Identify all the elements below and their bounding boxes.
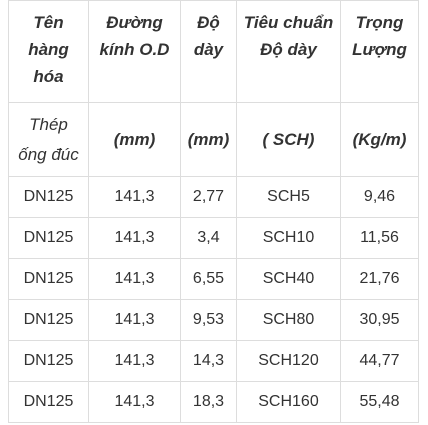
data-cell: 44,77 bbox=[340, 340, 419, 382]
data-cell: 3,4 bbox=[180, 217, 237, 259]
head-cell: Tên hàng hóa bbox=[8, 0, 89, 103]
data-cell: DN125 bbox=[8, 340, 89, 382]
data-cell: 141,3 bbox=[88, 299, 181, 341]
data-cell: 9,46 bbox=[340, 176, 419, 218]
data-cell: SCH10 bbox=[236, 217, 341, 259]
data-cell: 141,3 bbox=[88, 217, 181, 259]
units-cell: ( SCH) bbox=[236, 102, 341, 177]
data-row: DN125 141,3 6,55 SCH40 21,76 bbox=[8, 258, 419, 300]
head-row: Tên hàng hóa Đường kính O.D Độ dày Tiêu chu… bbox=[8, 0, 419, 103]
data-row: DN125 141,3 2,77 SCH5 9,46 bbox=[8, 176, 419, 218]
data-cell: SCH80 bbox=[236, 299, 341, 341]
data-cell: DN125 bbox=[8, 176, 89, 218]
data-cell: 30,95 bbox=[340, 299, 419, 341]
data-cell: 18,3 bbox=[180, 381, 237, 423]
data-cell: DN125 bbox=[8, 381, 89, 423]
data-cell: SCH120 bbox=[236, 340, 341, 382]
data-cell: 141,3 bbox=[88, 381, 181, 423]
data-cell: 21,76 bbox=[340, 258, 419, 300]
units-cell: (mm) bbox=[180, 102, 237, 177]
data-cell: 14,3 bbox=[180, 340, 237, 382]
data-cell: 11,56 bbox=[340, 217, 419, 259]
data-row: DN125 141,3 14,3 SCH120 44,77 bbox=[8, 340, 419, 382]
data-row: DN125 141,3 3,4 SCH10 11,56 bbox=[8, 217, 419, 259]
units-row: Thép ống đúc (mm) (mm)( SCH) (Kg/m) bbox=[8, 102, 419, 177]
data-cell: 2,77 bbox=[180, 176, 237, 218]
data-cell: SCH40 bbox=[236, 258, 341, 300]
head-cell: Độ dày bbox=[180, 0, 237, 103]
spec-table: Tên hàng hóa Đường kính O.D Độ dày Tiêu chu… bbox=[8, 0, 419, 423]
data-cell: DN125 bbox=[8, 299, 89, 341]
data-cell: 6,55 bbox=[180, 258, 237, 300]
units-cell: (Kg/m) bbox=[340, 102, 419, 177]
data-cell: DN125 bbox=[8, 258, 89, 300]
data-cell: SCH160 bbox=[236, 381, 341, 423]
data-row: DN125 141,3 9,53 SCH80 30,95 bbox=[8, 299, 419, 341]
data-cell: DN125 bbox=[8, 217, 89, 259]
data-cell: 141,3 bbox=[88, 258, 181, 300]
units-cell: Thép ống đúc bbox=[8, 102, 89, 177]
data-cell: 141,3 bbox=[88, 176, 181, 218]
data-cell: 141,3 bbox=[88, 340, 181, 382]
table-body: Tên hàng hóa Đường kính O.D Độ dày Tiêu chu… bbox=[8, 0, 419, 423]
data-cell: 55,48 bbox=[340, 381, 419, 423]
head-cell: Tiêu chuẩn Độ dày bbox=[236, 0, 341, 103]
data-row: DN125 141,3 18,3 SCH160 55,48 bbox=[8, 381, 419, 423]
head-cell: Đường kính O.D bbox=[88, 0, 181, 103]
data-cell: 9,53 bbox=[180, 299, 237, 341]
data-cell: SCH5 bbox=[236, 176, 341, 218]
units-cell: (mm) bbox=[88, 102, 181, 177]
head-cell: Trọng Lượng bbox=[340, 0, 419, 103]
